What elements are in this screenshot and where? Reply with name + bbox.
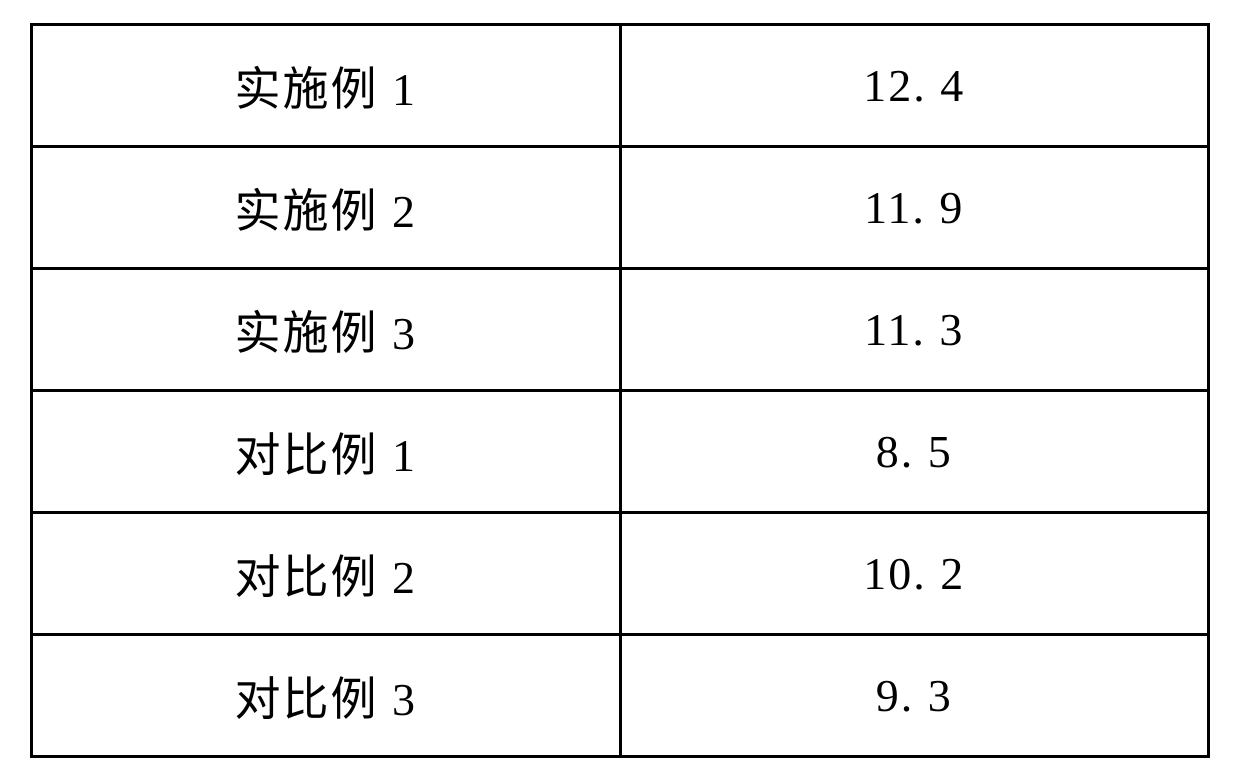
table-cell-value: 12. 4 (620, 25, 1209, 147)
data-table: 实施例 1 12. 4 实施例 2 11. 9 实施例 3 11. 3 对比例 … (30, 23, 1210, 758)
table-row: 实施例 3 11. 3 (32, 269, 1209, 391)
table-cell-value: 9. 3 (620, 635, 1209, 757)
table-row: 对比例 1 8. 5 (32, 391, 1209, 513)
table-cell-value: 10. 2 (620, 513, 1209, 635)
table-cell-label: 对比例 3 (32, 635, 621, 757)
table-cell-label: 实施例 2 (32, 147, 621, 269)
table-cell-label: 实施例 3 (32, 269, 621, 391)
table-cell-label: 对比例 1 (32, 391, 621, 513)
table-row: 对比例 3 9. 3 (32, 635, 1209, 757)
table-cell-value: 11. 3 (620, 269, 1209, 391)
table-cell-value: 8. 5 (620, 391, 1209, 513)
data-table-container: 实施例 1 12. 4 实施例 2 11. 9 实施例 3 11. 3 对比例 … (30, 23, 1210, 758)
table-cell-value: 11. 9 (620, 147, 1209, 269)
table-cell-label: 实施例 1 (32, 25, 621, 147)
table-row: 实施例 2 11. 9 (32, 147, 1209, 269)
table-row: 对比例 2 10. 2 (32, 513, 1209, 635)
table-cell-label: 对比例 2 (32, 513, 621, 635)
table-row: 实施例 1 12. 4 (32, 25, 1209, 147)
